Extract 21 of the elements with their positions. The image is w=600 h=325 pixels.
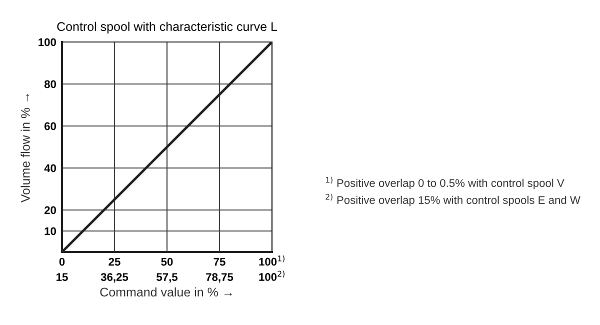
- x-axis-title: Command value in % →: [100, 287, 232, 297]
- chart-title: Control spool with characteristic curve L: [57, 22, 278, 34]
- x2-tick-label: 78,75: [206, 273, 234, 283]
- x2-tick-label: 100$^{2)}$: [259, 270, 284, 281]
- x-tick-label: 50: [161, 258, 173, 266]
- x2-tick-label: 57,5: [156, 273, 178, 283]
- text: $^{2)}$ Positive overlap 15% with control spools E and W: [326, 194, 580, 206]
- x2-tick-label: 15: [56, 273, 68, 281]
- x-tick-label: 75: [214, 258, 226, 266]
- text: $^{1)}$ Positive overlap 0 to 0.5% with control spool V: [326, 176, 564, 190]
- y-tick-label: 80: [44, 80, 56, 88]
- x-tick-label: 100$^{1)}$: [259, 255, 284, 266]
- y-tick-label: 40: [44, 164, 56, 172]
- y-tick-label: 100: [38, 38, 56, 46]
- y-tick-label: 20: [44, 206, 56, 214]
- y-tick-label: 60: [44, 122, 56, 130]
- x2-tick-label: 36,25: [100, 273, 128, 283]
- y-tick-label: 10: [44, 227, 56, 236]
- x-tick-label: 0: [59, 258, 65, 266]
- y-axis-title: Volume flow in % →: [20, 94, 30, 203]
- x-tick-label: 25: [108, 258, 120, 266]
